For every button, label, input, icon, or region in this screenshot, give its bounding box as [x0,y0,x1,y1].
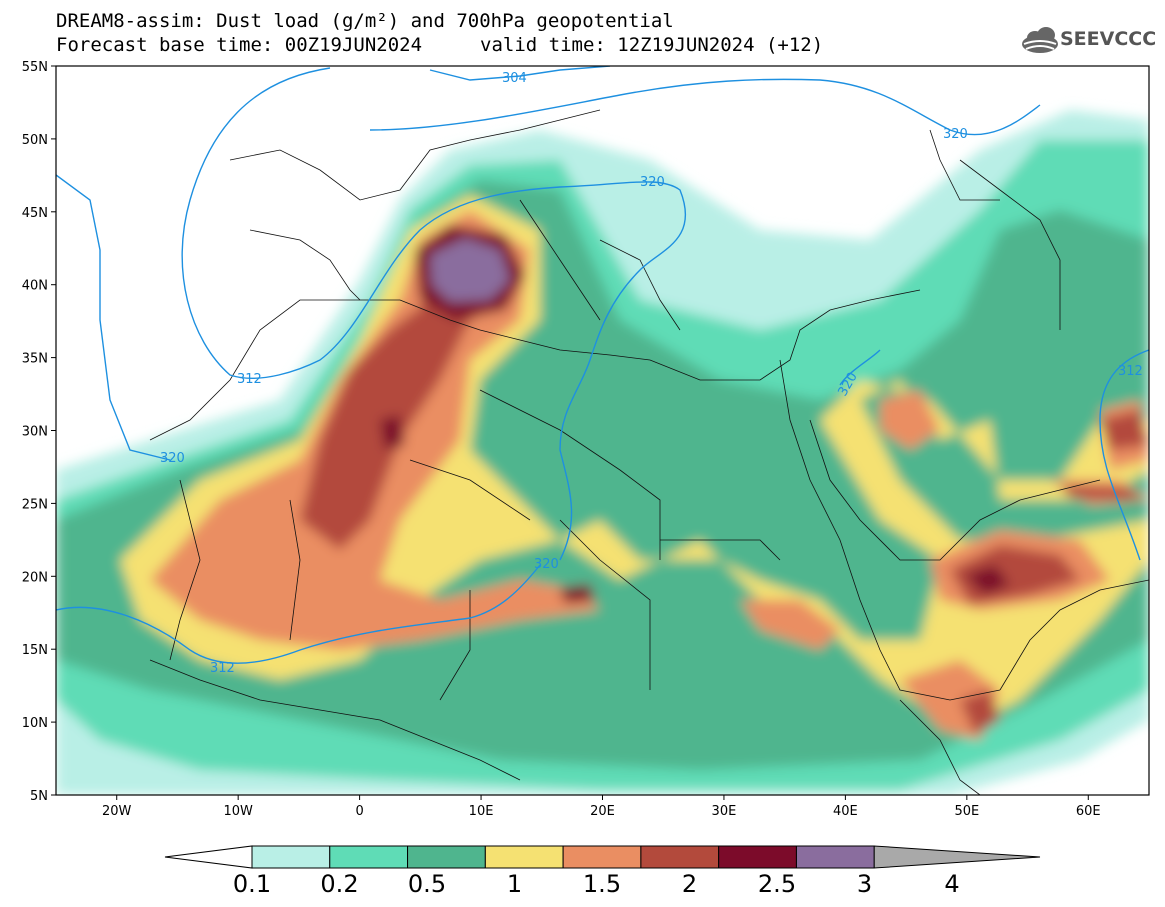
lat-tick-label: 20N [22,570,48,585]
contour-label: 312 [1118,364,1143,379]
colorbar-label: 1 [506,870,523,898]
dust-field: 304 312 320 320 320 312 320 312 320 [56,66,1149,795]
lat-tick-label: 10N [22,716,48,731]
colorbar-swatch [640,845,720,869]
contour-label: 304 [502,71,527,86]
lon-tick-label: 10W [223,804,253,819]
lat-tick-label: 50N [22,133,48,148]
colorbar-label: 4 [944,870,960,898]
colorbar-label: 3 [856,870,873,898]
lat-tick-label: 25N [22,497,48,512]
colorbar-swatch [562,845,642,869]
colorbar-swatch [484,845,564,869]
coastlines [149,109,1149,795]
lon-tick-label: 60E [1076,804,1101,819]
colorbar-swatch [718,845,797,869]
colorbar-label: 2 [681,870,698,898]
lat-tick-label: 30N [22,425,48,440]
lon-tick-label: 30E [712,804,737,819]
contour-labels: 304 312 320 320 320 312 320 312 320 [160,71,1143,676]
colorbar-label: 0.2 [320,870,359,898]
colorbar-label: 0.1 [232,870,272,898]
cloud-icon [1022,27,1058,53]
contour-label: 320 [640,175,665,190]
map-title: DREAM8-assim: Dust load (g/m²) and 700hP… [56,10,674,32]
contour-label: 320 [534,557,559,572]
colorbar-label: 0.5 [407,870,447,898]
lon-tick-label: 20E [590,804,615,819]
logo-text: SEEVCCC [1060,28,1157,50]
colorbar-over-arrow [873,845,1041,869]
contour-label: 312 [237,372,262,387]
lon-tick-label: 10E [469,804,494,819]
latitude-axis: 55N 50N 45N 40N 35N 30N 25N 20N 15N 10N 5N [22,60,56,804]
longitude-axis: 20W 10W 0 10E 20E 30E 40E 50E 60E [102,795,1101,819]
valid-time: valid time: 12Z19JUN2024 (+12) [480,34,824,56]
lat-tick-label: 5N [30,789,48,804]
colorbar [164,845,1041,869]
lat-tick-label: 55N [22,60,48,75]
geopotential-contours [56,66,1149,664]
contour-label: 312 [210,661,235,676]
lon-tick-label: 0 [355,804,363,819]
colorbar-swatch [795,845,875,869]
lat-tick-label: 45N [22,206,48,221]
colorbar-label: 2.5 [757,870,797,898]
lat-tick-label: 40N [22,279,48,294]
colorbar-swatch [251,845,331,869]
lon-tick-label: 20W [102,804,132,819]
colorbar-swatch [329,845,409,869]
colorbar-swatch [407,845,486,869]
contour-label: 320 [160,451,185,466]
contour-label: 320 [943,127,968,142]
forecast-base-time: Forecast base time: 00Z19JUN2024 [56,34,423,56]
lat-tick-label: 15N [22,643,48,658]
lon-tick-label: 50E [954,804,979,819]
lat-tick-label: 35N [22,352,48,367]
colorbar-under-arrow [164,845,253,869]
lon-tick-label: 40E [833,804,858,819]
colorbar-label: 1.5 [582,870,622,898]
